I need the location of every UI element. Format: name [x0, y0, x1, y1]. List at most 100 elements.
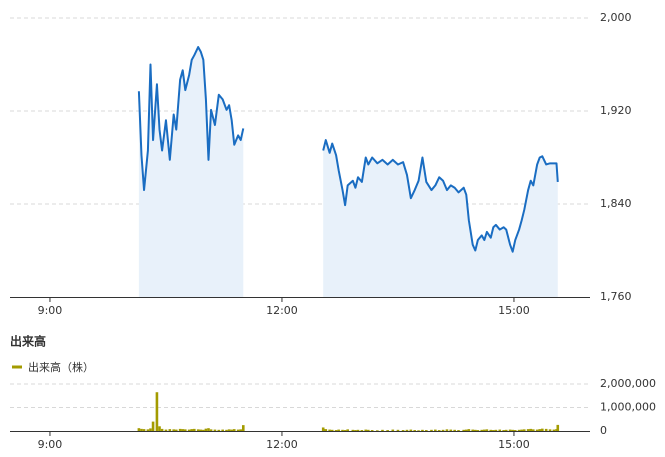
volume-bar [140, 428, 143, 431]
volume-bar [522, 429, 526, 431]
volume-bar [485, 429, 489, 431]
volume-bar [396, 429, 400, 431]
volume-bar [441, 429, 445, 431]
volume-bar [430, 429, 433, 431]
volume-bar [236, 429, 240, 431]
volume-bar [502, 430, 505, 431]
volume-bar [146, 429, 150, 431]
volume-bar [391, 429, 395, 431]
volume-bar [544, 428, 548, 431]
volume-bar [457, 430, 460, 431]
volume-bar [473, 429, 477, 431]
volume-bar [445, 429, 449, 431]
volume-bar [199, 429, 203, 431]
volume-bar [207, 428, 210, 431]
volume-bar [334, 430, 338, 431]
volume-bar [526, 429, 530, 431]
x-tick-label: 12:00 [266, 304, 298, 317]
volume-bar [556, 424, 560, 431]
volume-bar [494, 429, 498, 431]
volume-bar [351, 429, 355, 431]
volume-bar [413, 430, 417, 431]
volume-bar [172, 429, 175, 431]
volume-bar [328, 429, 331, 431]
volume-bar [513, 430, 517, 431]
volume-bar [434, 429, 437, 431]
volume-bar [196, 429, 200, 431]
volume-bar [142, 429, 146, 431]
volume-bar [337, 429, 340, 431]
x-tick-label: 12:00 [266, 438, 298, 451]
volume-bar [341, 429, 344, 431]
volume-bar [217, 429, 221, 431]
volume-bar [149, 428, 152, 431]
y-tick-label: 2,000,000 [600, 377, 656, 390]
volume-bar [483, 429, 486, 431]
volume-bar [354, 430, 357, 431]
volume-bar [164, 429, 168, 431]
y-tick-label: 1,920 [600, 104, 632, 117]
volume-bar [183, 429, 187, 431]
x-tick-label: 9:00 [38, 438, 63, 451]
volume-bar [190, 429, 194, 431]
area [138, 47, 558, 297]
volume-bar [209, 429, 213, 431]
y-tick-label: 0 [600, 424, 607, 437]
x-tick-label: 9:00 [38, 304, 63, 317]
volume-bar [241, 425, 245, 431]
y-tick-label: 1,840 [600, 197, 632, 210]
volume-bar [529, 428, 533, 431]
volume-bar [386, 430, 389, 431]
volume-bar [417, 430, 420, 431]
volume-bar [202, 429, 205, 431]
volume-bar [346, 429, 349, 431]
volume-bar [221, 429, 224, 431]
volume-bar [330, 429, 334, 431]
volume-bar [401, 430, 405, 431]
volume-bar [405, 429, 409, 431]
volume-bar [492, 430, 495, 431]
volume-bar [531, 429, 535, 431]
volume-bar [370, 430, 374, 431]
volume-bar [239, 429, 243, 431]
volume-bar [343, 430, 347, 431]
volume-bar [462, 429, 465, 431]
volume-bar [324, 429, 328, 431]
volume-title: 出来高 [10, 334, 46, 349]
volume-bar [535, 429, 539, 431]
volume-bar [151, 421, 155, 431]
volume-bar [160, 428, 164, 431]
volume-bar [453, 429, 456, 431]
volume-bar [187, 429, 191, 431]
volume-bar [508, 429, 512, 431]
x-tick-label: 15:00 [498, 304, 530, 317]
volume-bar [449, 429, 453, 431]
volume-bar [409, 429, 413, 431]
volume-bar [552, 429, 556, 431]
volume-bar [174, 429, 178, 431]
volume-bar [538, 429, 542, 431]
x-tick-label: 15:00 [498, 438, 530, 451]
volume-bar [421, 429, 424, 431]
volume-bar [356, 429, 360, 431]
volume-bar [476, 430, 480, 431]
volume-bar [511, 429, 514, 431]
volume-bar [230, 429, 233, 431]
volume-bar [504, 429, 508, 431]
volume-bar [517, 429, 521, 431]
volume-bar [437, 430, 441, 431]
volume-bar [158, 426, 161, 431]
volume-bar [181, 429, 185, 431]
volume-bar [204, 428, 208, 431]
y-tick-label: 2,000 [600, 11, 632, 24]
volume-bar [232, 429, 236, 431]
volume-bar [520, 429, 523, 431]
volume-bar [376, 430, 379, 431]
volume-bar [381, 429, 384, 431]
volume-bar [464, 429, 468, 431]
volume-bar [360, 430, 364, 431]
volume-bar [321, 427, 325, 431]
volume-bar [168, 429, 172, 431]
volume-bar [227, 429, 231, 431]
